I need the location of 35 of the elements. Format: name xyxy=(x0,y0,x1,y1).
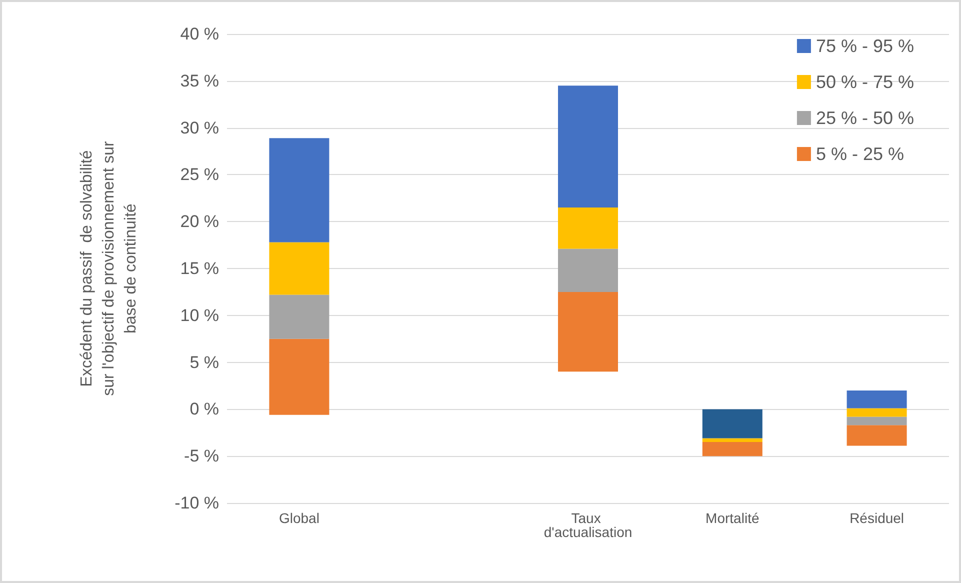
legend-label: 25 % - 50 % xyxy=(816,108,914,128)
bar xyxy=(558,292,618,372)
bar xyxy=(558,248,618,292)
x-tick-label: Taux d'actualisation xyxy=(544,510,632,540)
y-tick-label: -5 % xyxy=(184,446,219,466)
legend-label: 75 % - 95 % xyxy=(816,36,914,56)
y-tick-label: 30 % xyxy=(180,118,219,138)
bar xyxy=(269,242,330,295)
y-tick-label: 40 % xyxy=(180,24,219,44)
bar xyxy=(702,442,762,456)
y-tick-label: 20 % xyxy=(180,212,219,232)
legend-label: 5 % - 25 % xyxy=(816,144,904,164)
bar xyxy=(269,338,330,415)
y-tick-label: 10 % xyxy=(180,306,219,325)
x-tick-label: Global xyxy=(278,510,320,526)
x-tick-label: Mortalité xyxy=(706,510,760,526)
bar xyxy=(269,138,330,242)
bar xyxy=(846,390,907,408)
bar xyxy=(702,438,762,442)
bar xyxy=(558,86,618,208)
bar xyxy=(846,408,907,417)
bar xyxy=(702,409,762,438)
bar xyxy=(269,294,330,339)
y-tick-label: 15 % xyxy=(180,259,219,278)
bar xyxy=(558,208,618,249)
bar xyxy=(846,416,907,426)
bar xyxy=(846,425,907,446)
y-tick-label: -10 % xyxy=(174,494,219,512)
y-axis-title: Excédent du passif de solvabilité sur l'objectif de provisionnement sur base de continuité xyxy=(78,140,140,396)
y-tick-label: 5 % xyxy=(190,352,219,372)
y-tick-label: 35 % xyxy=(180,71,219,90)
y-tick-label: 25 % xyxy=(180,165,219,184)
x-tick-label: Résiduel xyxy=(850,510,904,526)
y-tick-label: 0 % xyxy=(190,400,219,419)
legend-label: 50 % - 75 % xyxy=(816,72,914,92)
